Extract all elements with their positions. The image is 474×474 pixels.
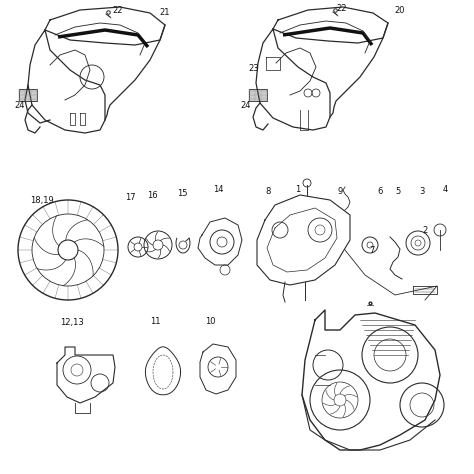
Text: 1: 1 xyxy=(295,185,301,194)
Text: 9: 9 xyxy=(337,188,343,197)
Text: 20: 20 xyxy=(395,6,405,15)
Text: 5: 5 xyxy=(395,188,401,197)
Text: 18,19: 18,19 xyxy=(30,195,54,204)
Text: 22: 22 xyxy=(337,3,347,12)
Text: 16: 16 xyxy=(146,191,157,201)
Text: 23: 23 xyxy=(249,64,259,73)
Text: 6: 6 xyxy=(377,188,383,197)
Text: 15: 15 xyxy=(177,189,187,198)
Text: 11: 11 xyxy=(150,318,160,327)
Text: 14: 14 xyxy=(213,185,223,194)
Text: 24: 24 xyxy=(15,100,25,109)
Text: 3: 3 xyxy=(419,188,425,197)
FancyBboxPatch shape xyxy=(249,89,267,101)
Text: 24: 24 xyxy=(241,100,251,109)
Text: 21: 21 xyxy=(160,8,170,17)
Text: 2: 2 xyxy=(422,226,428,235)
Text: 12,13: 12,13 xyxy=(60,318,84,327)
Text: 4: 4 xyxy=(442,185,447,194)
Text: 7: 7 xyxy=(369,246,374,255)
FancyBboxPatch shape xyxy=(19,89,37,101)
Text: 22: 22 xyxy=(113,6,123,15)
Text: 10: 10 xyxy=(205,318,215,327)
Text: 8: 8 xyxy=(265,188,271,197)
Text: 17: 17 xyxy=(125,193,135,202)
